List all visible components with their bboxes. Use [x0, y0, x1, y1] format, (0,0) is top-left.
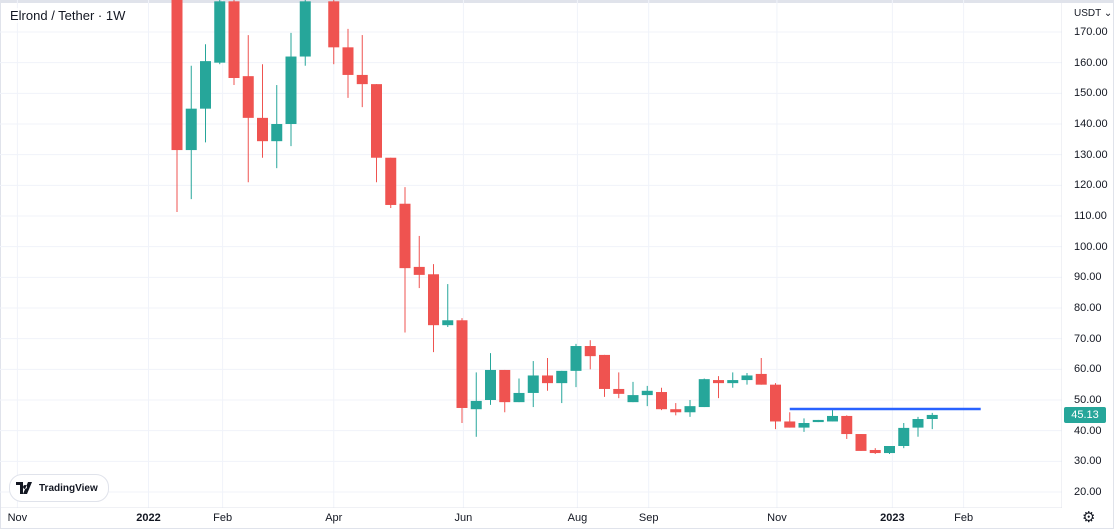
candle-body	[542, 375, 553, 384]
time-tick-label: Aug	[567, 512, 588, 524]
logo-text: TradingView	[39, 482, 98, 494]
chart-title: Elrond / Tether · 1W	[10, 8, 126, 23]
time-tick-label: Feb	[954, 512, 974, 524]
candle-body	[527, 375, 539, 393]
time-tick-label: 2023	[880, 512, 905, 524]
price-tick-label: 90.00	[1074, 271, 1102, 284]
price-tick-label: 70.00	[1074, 332, 1102, 345]
candle-body	[428, 274, 439, 326]
price-tick-label: 60.00	[1074, 363, 1102, 376]
candle-body	[841, 415, 853, 435]
time-tick-label: Nov	[767, 512, 787, 524]
candle-body	[898, 427, 910, 446]
candle-body	[513, 392, 525, 403]
candle-body	[812, 419, 824, 423]
candle-body	[171, 0, 183, 151]
candle-body	[869, 449, 881, 454]
candle-body	[200, 61, 211, 109]
candle-body	[855, 434, 867, 451]
candle-body	[371, 84, 382, 158]
candle-body	[599, 354, 610, 389]
candle-body	[442, 320, 454, 326]
candle-body	[399, 203, 411, 269]
time-tick-label: Apr	[325, 512, 343, 524]
candle-body	[912, 419, 924, 428]
candle-body	[784, 421, 796, 428]
chevron-down-icon: ⌄	[1103, 8, 1113, 19]
candle-body	[485, 369, 496, 400]
candle-body	[285, 56, 297, 124]
tradingview-logo[interactable]: TradingView	[9, 474, 109, 502]
last-price-label: 45.13	[1064, 406, 1106, 423]
candle-body	[926, 414, 938, 420]
time-tick-label: Nov	[7, 512, 28, 524]
candle-body	[470, 400, 482, 410]
settings-gear-icon[interactable]: ⚙	[1082, 509, 1096, 526]
candle-body	[385, 157, 397, 205]
candle-body	[356, 74, 368, 85]
candle-body	[257, 117, 268, 142]
candle-body	[214, 1, 226, 63]
candle-body	[727, 380, 739, 384]
candle-body	[770, 384, 781, 422]
candlestick-plot[interactable]	[0, 0, 1062, 508]
candle-body	[670, 409, 682, 413]
candle-body	[342, 47, 354, 75]
candle-body	[698, 379, 710, 408]
price-tick-label: 120.00	[1074, 179, 1108, 192]
candle-body	[556, 370, 568, 384]
price-tick-label: 50.00	[1074, 394, 1102, 406]
price-tick-label: 130.00	[1074, 148, 1108, 161]
candle-body	[185, 108, 197, 151]
candle-body	[613, 388, 625, 394]
candle-body	[584, 346, 596, 357]
candle-body	[627, 395, 639, 403]
candle-body	[827, 415, 838, 422]
price-tick-label: 170.00	[1074, 26, 1108, 38]
candle-body	[299, 1, 311, 57]
price-tick-label: 100.00	[1074, 240, 1108, 253]
candle-body	[713, 380, 724, 384]
price-tick-label: 30.00	[1074, 455, 1102, 468]
currency-selector[interactable]: USDT ⌄	[1074, 8, 1112, 19]
candle-body	[242, 76, 254, 118]
tradingview-icon	[16, 482, 32, 494]
candle-body	[741, 375, 753, 381]
time-tick-label: Feb	[213, 512, 233, 524]
candle-body	[884, 446, 895, 454]
candle-body	[499, 369, 511, 403]
candle-body	[641, 390, 653, 396]
candle-body	[456, 320, 468, 408]
price-tick-label: 20.00	[1074, 486, 1102, 498]
price-tick-label: 160.00	[1074, 56, 1108, 69]
price-tick-label: 150.00	[1074, 87, 1108, 100]
price-tick-label: 40.00	[1074, 424, 1102, 437]
candle-body	[798, 423, 810, 428]
candle-body	[413, 266, 425, 275]
candle-body	[228, 1, 240, 78]
candle-body	[271, 124, 283, 142]
candle-body	[328, 1, 340, 48]
price-tick-label: 80.00	[1074, 302, 1102, 314]
candle-body	[684, 406, 696, 413]
candle-body	[656, 392, 667, 410]
time-tick-label: 2022	[136, 512, 161, 524]
time-tick-label: Jun	[454, 512, 473, 524]
candle-body	[755, 373, 767, 385]
currency-label: USDT	[1074, 8, 1102, 19]
price-tick-label: 140.00	[1074, 118, 1108, 130]
price-tick-label: 110.00	[1074, 210, 1107, 222]
candle-body	[570, 346, 582, 371]
time-tick-label: Sep	[638, 512, 659, 524]
